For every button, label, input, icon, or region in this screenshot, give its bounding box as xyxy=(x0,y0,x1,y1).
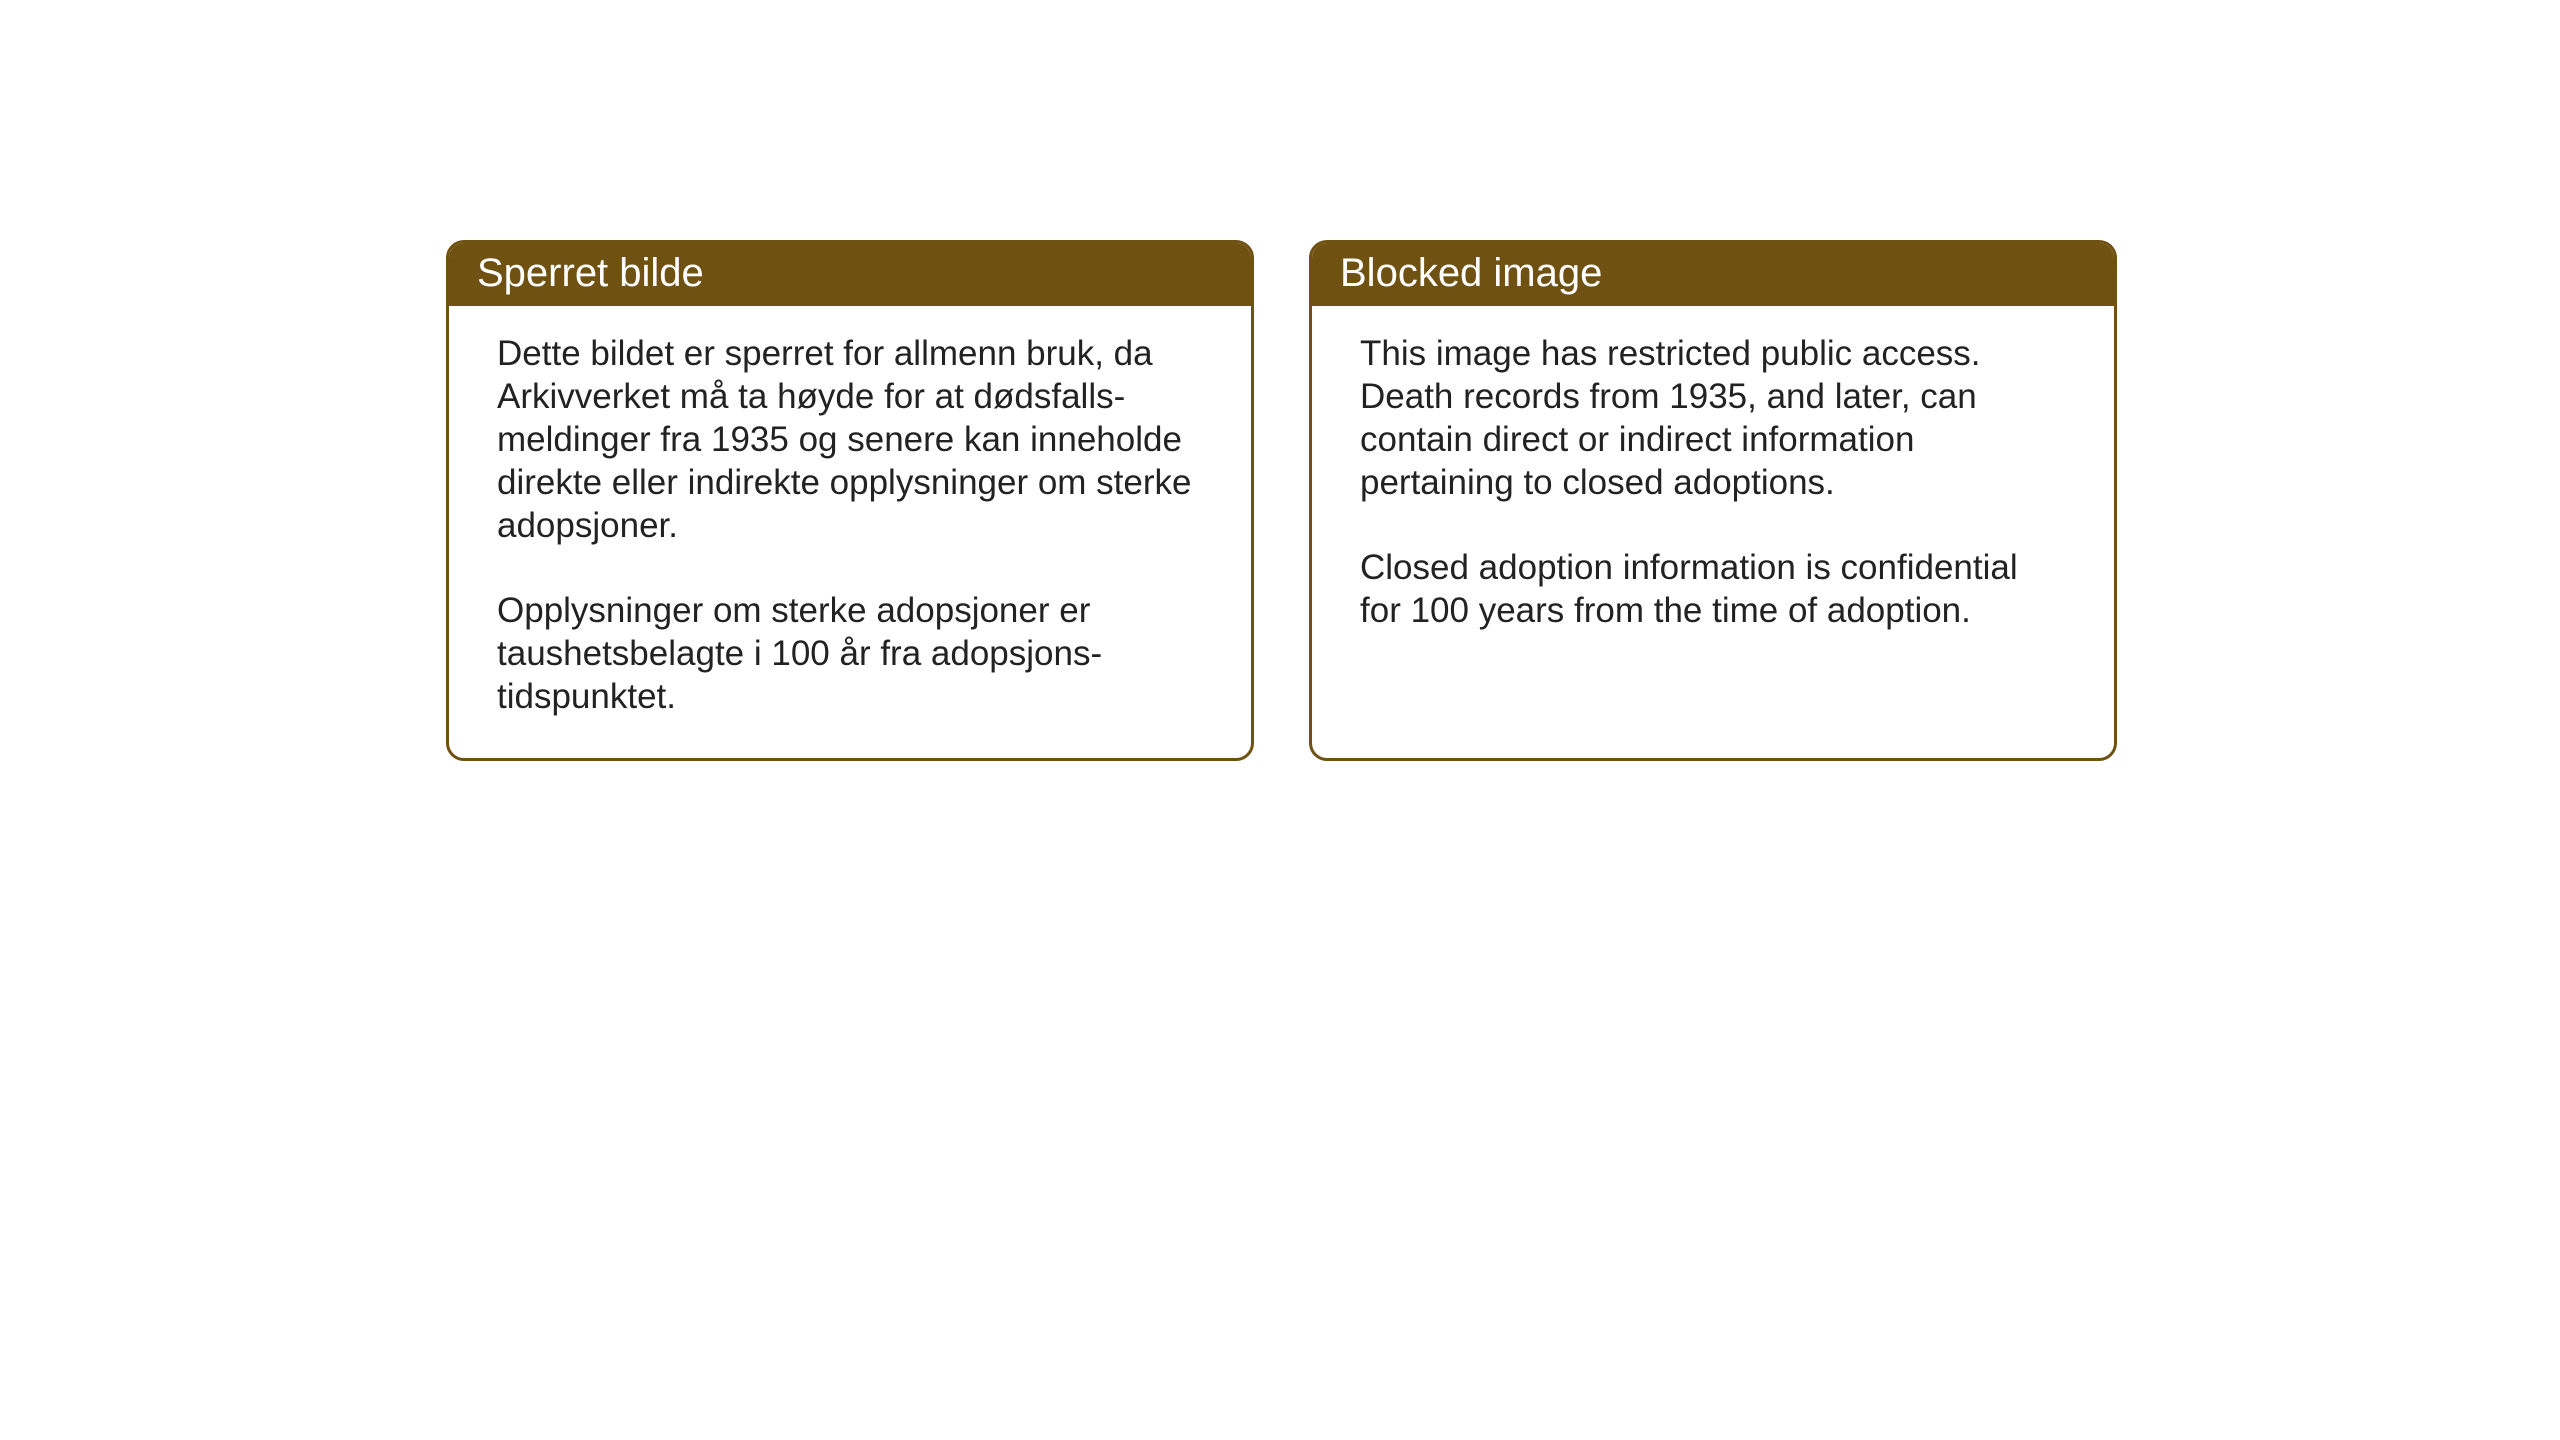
card-header-norwegian: Sperret bilde xyxy=(449,243,1251,306)
cards-container: Sperret bilde Dette bildet er sperret fo… xyxy=(446,240,2117,761)
card-norwegian: Sperret bilde Dette bildet er sperret fo… xyxy=(446,240,1254,761)
card-body-english: This image has restricted public access.… xyxy=(1312,306,2114,746)
card-body-norwegian: Dette bildet er sperret for allmenn bruk… xyxy=(449,306,1251,758)
card-paragraph-1-norwegian: Dette bildet er sperret for allmenn bruk… xyxy=(497,332,1203,547)
card-paragraph-2-english: Closed adoption information is confident… xyxy=(1360,546,2066,632)
card-header-english: Blocked image xyxy=(1312,243,2114,306)
card-paragraph-1-english: This image has restricted public access.… xyxy=(1360,332,2066,504)
card-title-norwegian: Sperret bilde xyxy=(477,251,704,295)
card-title-english: Blocked image xyxy=(1340,251,1602,295)
card-paragraph-2-norwegian: Opplysninger om sterke adopsjoner er tau… xyxy=(497,589,1203,718)
card-english: Blocked image This image has restricted … xyxy=(1309,240,2117,761)
